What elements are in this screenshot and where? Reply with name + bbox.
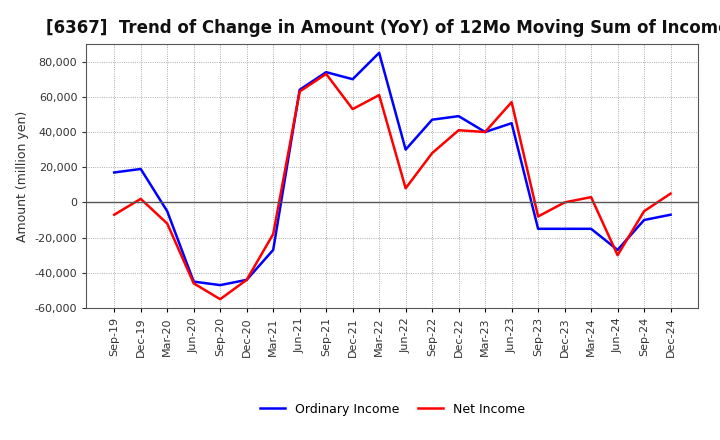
- Ordinary Income: [136, 166, 145, 172]
- Net Income: [454, 128, 463, 133]
- Ordinary Income: [295, 87, 304, 92]
- Ordinary Income: [110, 170, 119, 175]
- Net Income: [640, 209, 649, 214]
- Net Income: [295, 89, 304, 94]
- Net Income: [189, 281, 198, 286]
- Net Income: [136, 196, 145, 202]
- Ordinary Income: [666, 212, 675, 217]
- Ordinary Income: [322, 70, 330, 75]
- Net Income: [243, 277, 251, 282]
- Ordinary Income: [428, 117, 436, 122]
- Net Income: [322, 71, 330, 77]
- Line: Ordinary Income: Ordinary Income: [114, 53, 670, 285]
- Net Income: [216, 297, 225, 302]
- Ordinary Income: [216, 282, 225, 288]
- Net Income: [269, 231, 277, 237]
- Ordinary Income: [454, 114, 463, 119]
- Net Income: [375, 92, 384, 98]
- Net Income: [587, 194, 595, 200]
- Ordinary Income: [587, 226, 595, 231]
- Net Income: [110, 212, 119, 217]
- Ordinary Income: [613, 247, 622, 253]
- Title: [6367]  Trend of Change in Amount (YoY) of 12Mo Moving Sum of Incomes: [6367] Trend of Change in Amount (YoY) o…: [45, 19, 720, 37]
- Ordinary Income: [269, 247, 277, 253]
- Ordinary Income: [401, 147, 410, 152]
- Net Income: [428, 150, 436, 156]
- Ordinary Income: [375, 50, 384, 55]
- Net Income: [481, 129, 490, 135]
- Net Income: [613, 253, 622, 258]
- Legend: Ordinary Income, Net Income: Ordinary Income, Net Income: [255, 398, 530, 421]
- Ordinary Income: [560, 226, 569, 231]
- Ordinary Income: [189, 279, 198, 284]
- Net Income: [666, 191, 675, 196]
- Net Income: [348, 106, 357, 112]
- Ordinary Income: [534, 226, 542, 231]
- Ordinary Income: [348, 77, 357, 82]
- Net Income: [508, 99, 516, 105]
- Y-axis label: Amount (million yen): Amount (million yen): [16, 110, 30, 242]
- Ordinary Income: [163, 209, 171, 214]
- Ordinary Income: [640, 217, 649, 223]
- Line: Net Income: Net Income: [114, 74, 670, 299]
- Ordinary Income: [481, 129, 490, 135]
- Ordinary Income: [508, 121, 516, 126]
- Net Income: [163, 221, 171, 226]
- Net Income: [560, 200, 569, 205]
- Net Income: [534, 214, 542, 219]
- Net Income: [401, 186, 410, 191]
- Ordinary Income: [243, 277, 251, 282]
